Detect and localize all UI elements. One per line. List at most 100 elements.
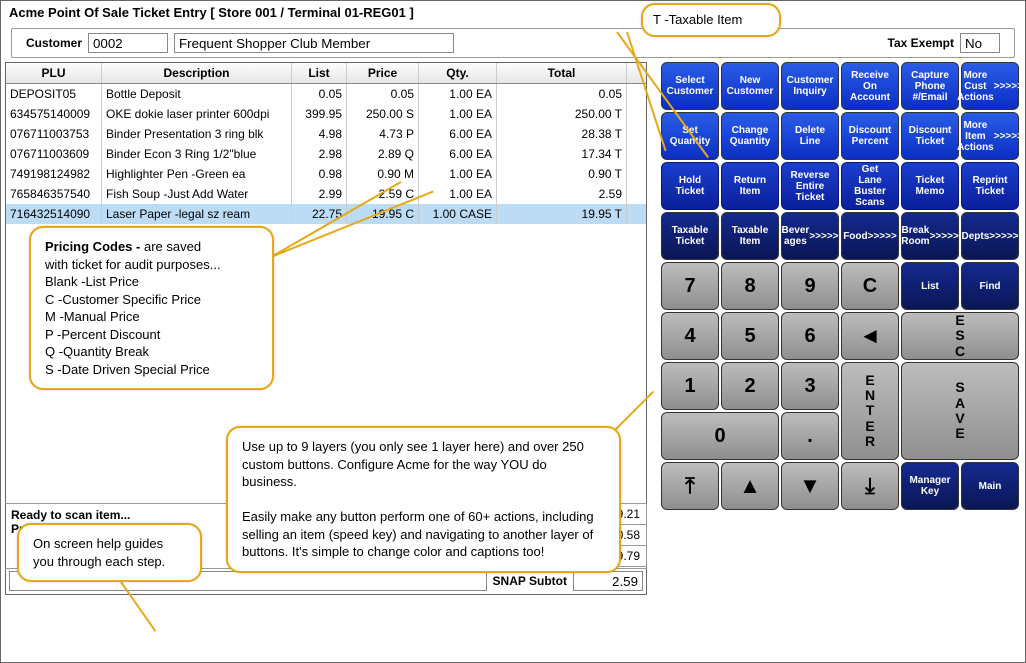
pos-button[interactable]: TaxableTicket [661,212,719,260]
pos-button[interactable]: 4 [661,312,719,360]
col-price: Price [347,63,419,83]
cell-desc: Binder Presentation 3 ring blk [102,124,292,144]
cell-list: 0.05 [292,84,347,104]
pos-button[interactable]: ▲ [721,462,779,510]
pos-button[interactable]: SAVE [901,362,1019,460]
pos-button[interactable]: ReturnItem [721,162,779,210]
pos-button[interactable]: BreakRoom>>>>> [901,212,959,260]
cell-list: 2.99 [292,184,347,204]
pos-button[interactable]: MoreItemActions>>>>> [961,112,1019,160]
pos-button[interactable]: DiscountPercent [841,112,899,160]
cell-plu: 749198124982 [6,164,102,184]
pos-button[interactable]: Bever ages>>>>> [781,212,839,260]
pos-button[interactable]: Main [961,462,1019,510]
pos-button[interactable]: ManagerKey [901,462,959,510]
cell-total: 19.95 T [497,204,627,224]
pos-button[interactable]: NewCustomer [721,62,779,110]
cell-total: 0.90 T [497,164,627,184]
pos-button[interactable]: C [841,262,899,310]
table-row[interactable]: 634575140009OKE dokie laser printer 600d… [6,104,646,124]
table-row[interactable]: DEPOSIT05Bottle Deposit0.050.051.00 EA0.… [6,84,646,104]
cell-desc: Laser Paper -legal sz ream [102,204,292,224]
pos-button[interactable]: List [901,262,959,310]
pos-button[interactable]: CapturePhone#/Email [901,62,959,110]
pos-button[interactable]: ReprintTicket [961,162,1019,210]
cell-total: 0.05 [497,84,627,104]
pos-button[interactable]: ChangeQuantity [721,112,779,160]
table-row[interactable]: 076711003609Binder Econ 3 Ring 1/2"blue2… [6,144,646,164]
pos-button[interactable]: 2 [721,362,779,410]
callout-taxable: T -Taxable Item [641,3,781,37]
pos-button[interactable]: 8 [721,262,779,310]
pos-button[interactable]: GetLaneBusterScans [841,162,899,210]
col-total: Total [497,63,627,83]
customer-desc-input[interactable] [174,33,454,53]
cell-plu: 765846357540 [6,184,102,204]
table-row[interactable]: 765846357540Fish Soup -Just Add Water2.9… [6,184,646,204]
callout-pricing: Pricing Codes - are savedwith ticket for… [29,226,274,390]
pos-button[interactable]: ReceiveOnAccount [841,62,899,110]
pos-button[interactable]: 0 [661,412,779,460]
pos-button[interactable]: ENTER [841,362,899,460]
cell-qty: 1.00 CASE [419,204,497,224]
cell-qty: 1.00 EA [419,164,497,184]
pos-button[interactable]: 5 [721,312,779,360]
cell-list: 399.95 [292,104,347,124]
cell-plu: DEPOSIT05 [6,84,102,104]
tax-exempt-label: Tax Exempt [888,36,954,50]
cell-qty: 1.00 EA [419,84,497,104]
cell-list: 22.75 [292,204,347,224]
snap-label: SNAP Subtot [493,574,567,588]
col-list: List [292,63,347,83]
cell-qty: 6.00 EA [419,124,497,144]
cell-total: 2.59 [497,184,627,204]
pos-button[interactable]: 6 [781,312,839,360]
pos-button[interactable]: MoreCustActions>>>>> [961,62,1019,110]
pos-button[interactable]: HoldTicket [661,162,719,210]
cell-plu: 634575140009 [6,104,102,124]
pos-button[interactable]: CustomerInquiry [781,62,839,110]
pos-button[interactable]: ESC [901,312,1019,360]
pos-button[interactable]: . [781,412,839,460]
pos-button[interactable]: Find [961,262,1019,310]
cell-desc: OKE dokie laser printer 600dpi [102,104,292,124]
pos-button[interactable]: ⤒ [661,462,719,510]
table-row[interactable]: 749198124982Highlighter Pen -Green ea 0.9… [6,164,646,184]
table-row[interactable]: 716432514090Laser Paper -legal sz ream22… [6,204,646,224]
pos-button[interactable]: 1 [661,362,719,410]
window-title: Acme Point Of Sale Ticket Entry [ Store … [1,1,1025,24]
pos-button[interactable]: SetQuantity [661,112,719,160]
callout-layers: Use up to 9 layers (you only see 1 layer… [226,426,621,573]
callout-pricing-title: Pricing Codes - [45,239,140,254]
cell-price: 2.89 Q [347,144,419,164]
cell-list: 4.98 [292,124,347,144]
cell-price: 0.05 [347,84,419,104]
pos-button[interactable]: TaxableItem [721,212,779,260]
pos-button[interactable]: ⤓ [841,462,899,510]
pos-button[interactable]: 9 [781,262,839,310]
pos-button[interactable]: ◄ [841,312,899,360]
cell-list: 2.98 [292,144,347,164]
table-row[interactable]: 076711003753Binder Presentation 3 ring b… [6,124,646,144]
cell-price: 0.90 M [347,164,419,184]
pos-button[interactable]: DeleteLine [781,112,839,160]
cell-price: 250.00 S [347,104,419,124]
customer-label: Customer [26,36,82,50]
pos-button[interactable]: Food>>>>> [841,212,899,260]
pos-button[interactable]: ReverseEntireTicket [781,162,839,210]
cell-qty: 1.00 EA [419,184,497,204]
cell-price: 4.73 P [347,124,419,144]
pos-button[interactable]: Depts>>>>> [961,212,1019,260]
pos-button[interactable]: ▼ [781,462,839,510]
cell-desc: Fish Soup -Just Add Water [102,184,292,204]
pos-button[interactable]: TicketMemo [901,162,959,210]
callout-help: On screen help guides you through each s… [17,523,202,582]
customer-id-input[interactable] [88,33,168,53]
pos-button[interactable]: DiscountTicket [901,112,959,160]
cell-total: 250.00 T [497,104,627,124]
tax-exempt-input[interactable] [960,33,1000,53]
pos-button[interactable]: 7 [661,262,719,310]
cell-desc: Highlighter Pen -Green ea [102,164,292,184]
pos-button[interactable]: 3 [781,362,839,410]
cell-qty: 6.00 EA [419,144,497,164]
